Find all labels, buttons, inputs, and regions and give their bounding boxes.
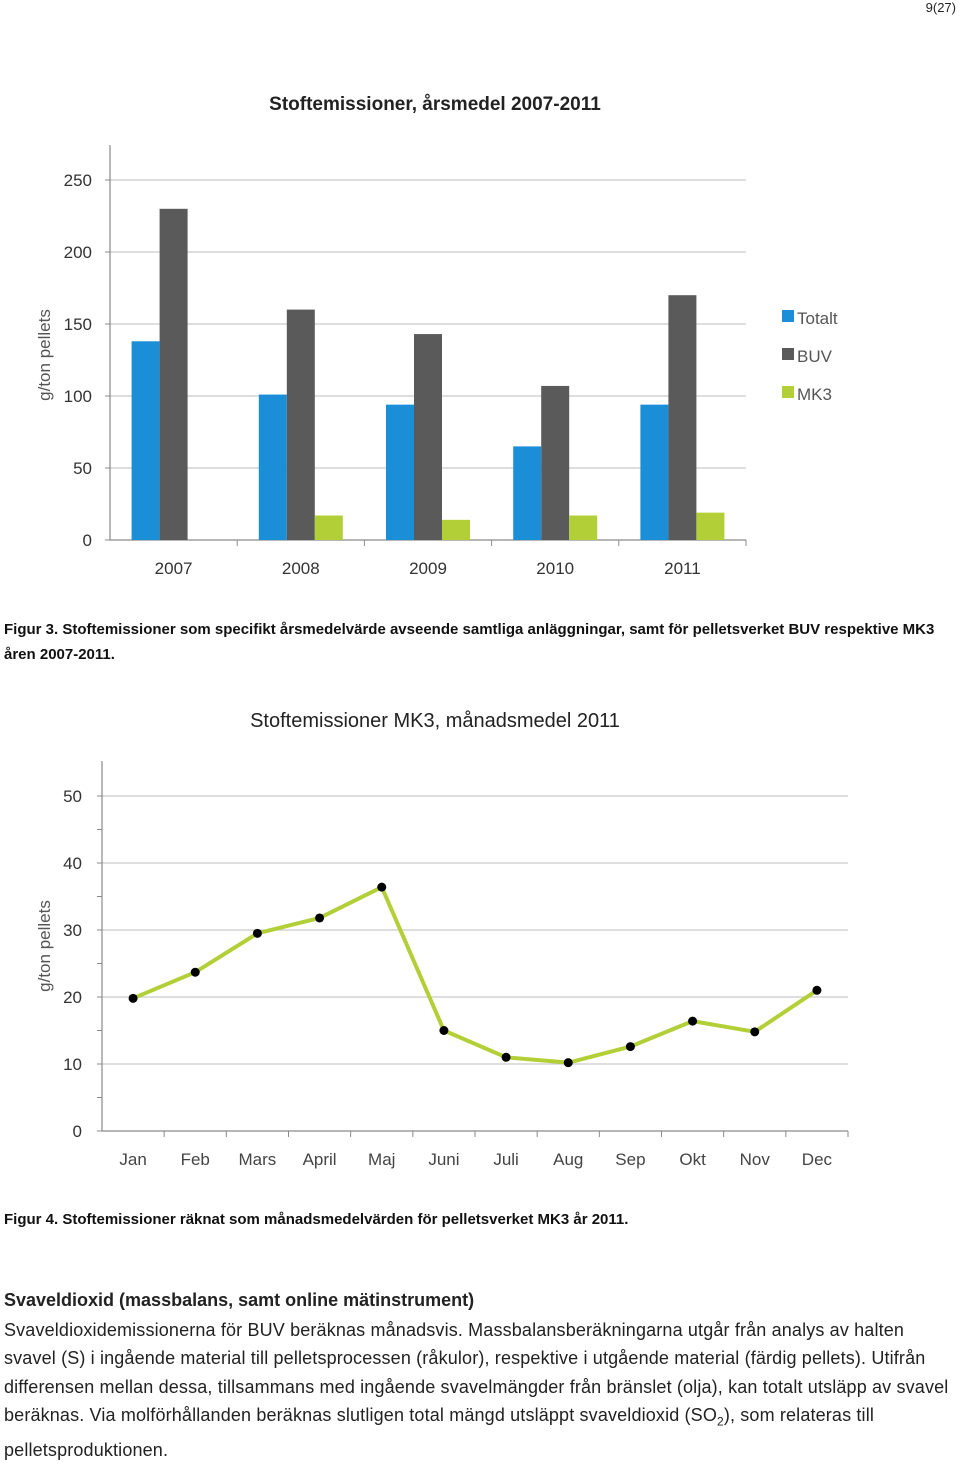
y-tick-label: 50 [63, 787, 82, 806]
y-tick-label: 0 [83, 531, 92, 550]
data-point-april [315, 913, 325, 923]
x-tick-label: Juni [428, 1150, 459, 1169]
y-tick-label: 50 [73, 459, 92, 478]
bar-totalt-2008 [258, 394, 287, 540]
bar-chart: 0 50 100 150 200 250 2007 2008 2009 2010 2011 g/ton… [35, 145, 838, 578]
section-paragraph: Svaveldioxidemissionerna för BUV beräkna… [4, 1316, 956, 1464]
x-tick-label: Mars [239, 1150, 277, 1169]
data-point-sep [625, 1042, 635, 1052]
bar-totalt-2010 [513, 446, 542, 540]
legend-label-mk3: MK3 [797, 385, 832, 404]
x-tick-label: Feb [181, 1150, 210, 1169]
bar-chart-title: Stoftemissioner, årsmedel 2007-2011 [269, 94, 601, 115]
bar-buv-2008 [286, 309, 315, 540]
y-axis-label: g/ton pellets [35, 309, 54, 401]
y-tick-label: 150 [64, 315, 92, 334]
y-tick-label: 30 [63, 921, 82, 940]
paragraph-text-end: ), som relateras till pelletsproduktione… [4, 1404, 874, 1460]
series-line-mk3 [132, 885, 819, 1065]
bar-buv-2011 [668, 295, 697, 540]
x-tick-label: Maj [368, 1150, 395, 1169]
bar-totalt-2007 [131, 341, 160, 540]
data-point-nov [750, 1027, 760, 1037]
y-tick-label: 200 [64, 243, 92, 262]
y-tick-label: 0 [73, 1122, 82, 1141]
legend-swatch-totalt [782, 310, 794, 322]
y-tick-label: 40 [63, 854, 82, 873]
x-tick-label: Sep [615, 1150, 645, 1169]
legend-swatch-mk3 [782, 386, 794, 398]
x-tick-label: Aug [553, 1150, 583, 1169]
y-tick-label: 100 [64, 387, 92, 406]
x-tick-label: Jan [119, 1150, 146, 1169]
figure-4-caption: Figur 4. Stoftemissioner räknat som måna… [4, 1211, 629, 1228]
bar-buv-2009 [414, 334, 442, 540]
bar-totalt-2011 [640, 404, 669, 540]
data-point-aug [563, 1058, 573, 1068]
legend-label-buv: BUV [797, 347, 833, 366]
bar-buv-2010 [541, 385, 570, 540]
bar-buv-2007 [159, 208, 188, 541]
data-point-feb [190, 967, 200, 977]
data-point-jan [128, 993, 138, 1003]
x-tick-label: 2011 [664, 559, 701, 578]
x-tick-label: 2007 [155, 559, 193, 578]
x-tick-label: Nov [740, 1150, 771, 1169]
x-tick-label: 2010 [536, 559, 574, 578]
bar-mk3-2010 [569, 515, 598, 540]
y-tick-label: 20 [63, 988, 82, 1007]
data-point-dec [812, 985, 822, 995]
y-tick-label: 10 [63, 1055, 82, 1074]
x-tick-label: Dec [802, 1150, 833, 1169]
x-tick-label: Juli [493, 1150, 519, 1169]
section-heading: Svaveldioxid (massbalans, samt online mä… [4, 1290, 475, 1310]
page-number: 9(27) [925, 0, 956, 15]
bar-totalt-2009 [386, 404, 414, 540]
legend-swatch-buv [782, 348, 794, 360]
legend-label-totalt: Totalt [797, 309, 838, 328]
y-axis-label: g/ton pellets [35, 900, 54, 992]
x-tick-label: 2009 [409, 559, 447, 578]
data-point-maj [377, 882, 387, 892]
bar-mk3-2011 [696, 512, 725, 540]
data-point-okt [688, 1016, 698, 1026]
figure-3-caption: Figur 3. Stoftemissioner som specifikt å… [4, 621, 935, 663]
bar-mk3-2008 [314, 515, 343, 540]
line-chart-title: Stoftemissioner MK3, månadsmedel 2011 [250, 710, 620, 732]
data-point-juli [501, 1052, 511, 1062]
subscript-2: 2 [716, 1414, 724, 1429]
data-point-juni [439, 1026, 449, 1035]
data-point-mars [252, 928, 262, 938]
y-tick-label: 250 [64, 171, 92, 190]
x-tick-label: 2008 [282, 559, 320, 578]
x-tick-label: Okt [679, 1150, 706, 1169]
x-tick-label: April [303, 1150, 337, 1169]
line-chart: 0 10 20 30 40 50 Jan Feb Mars April Maj Juni Juli Aug… [35, 761, 849, 1169]
paragraph-text: Svaveldioxidemissionerna för BUV beräkna… [4, 1320, 949, 1425]
bar-mk3-2009 [442, 519, 470, 540]
